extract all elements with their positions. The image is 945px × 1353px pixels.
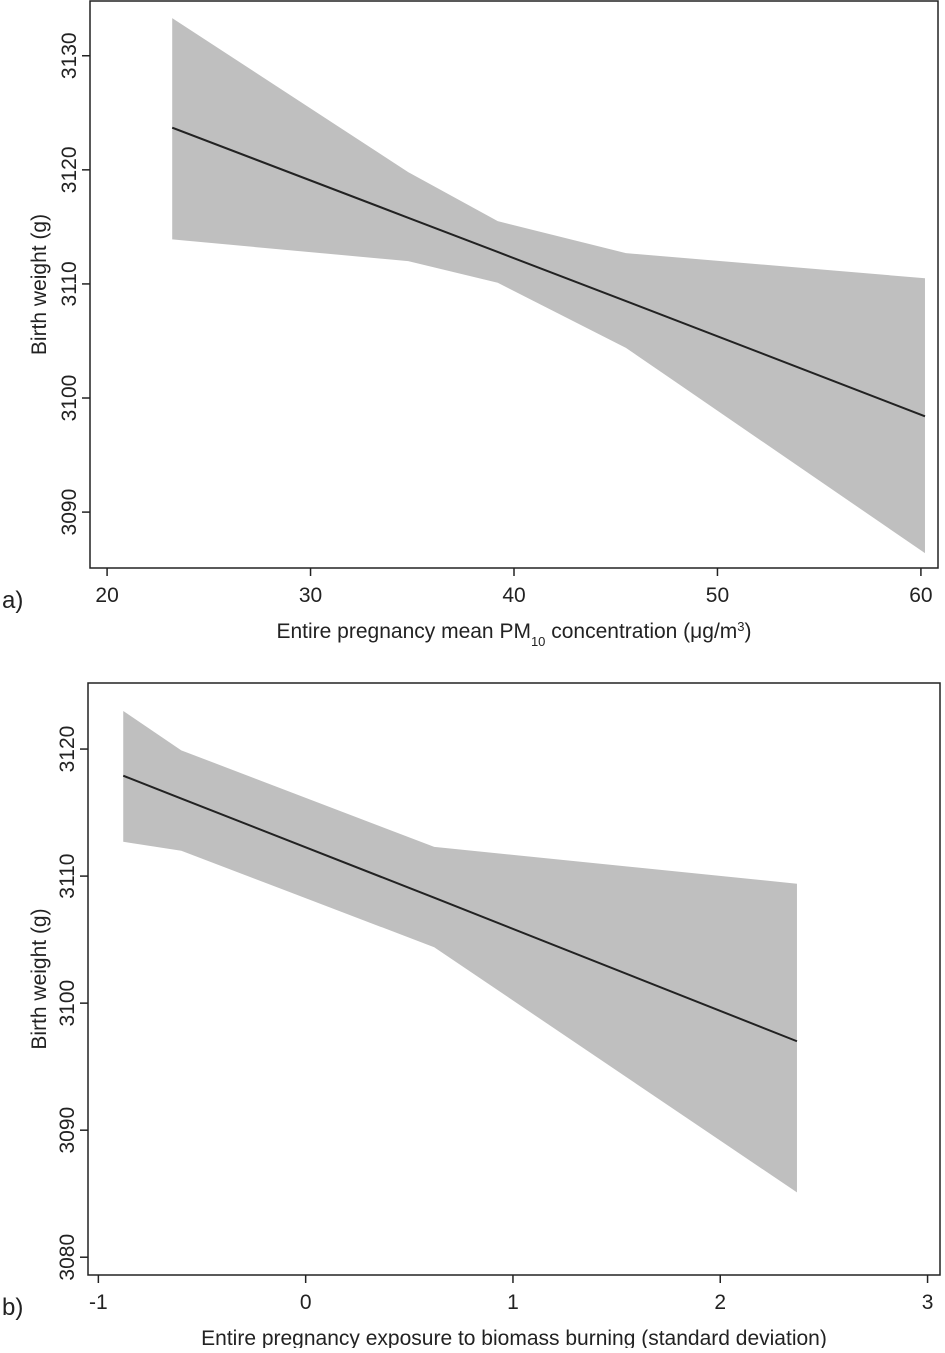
plot-frame: [87, 682, 941, 1276]
x-tick-label: 50: [706, 584, 729, 607]
y-tick-label: 3120: [58, 146, 81, 193]
x-axis-label: Entire pregnancy exposure to biomass bur…: [201, 1327, 827, 1348]
x-tick-label: 40: [502, 584, 525, 607]
x-tick-label: 1: [507, 1291, 519, 1314]
y-tick-label: 3090: [58, 489, 81, 536]
x-axis-label-part: 10: [531, 634, 545, 649]
y-tick-label: 3130: [58, 32, 81, 79]
x-tick-label: 30: [299, 584, 322, 607]
x-tick-label: 20: [95, 584, 118, 607]
y-tick-label: 3080: [56, 1234, 79, 1281]
y-axis-label: Birth weight (g): [28, 908, 51, 1049]
y-tick-label: 3090: [56, 1107, 79, 1154]
x-axis-label: Entire pregnancy mean PM10 concentration…: [276, 619, 751, 649]
x-tick-label: 0: [300, 1291, 312, 1314]
y-tick-label: 3120: [56, 726, 79, 773]
fit-line: [122, 774, 798, 1043]
x-tick-label: 2: [714, 1291, 726, 1314]
y-tick-label: 3110: [58, 261, 81, 306]
x-axis-label-part: ): [745, 620, 752, 643]
y-axis-label: Birth weight (g): [28, 214, 51, 355]
x-tick-label: -1: [89, 1291, 108, 1314]
y-tick-label: 3100: [56, 980, 79, 1027]
confidence-band: [172, 18, 925, 554]
x-axis-label-part: concentration (μg/m: [545, 620, 737, 643]
x-tick-label: 3: [922, 1291, 934, 1314]
confidence-band: [123, 710, 797, 1193]
panel-label: a): [2, 587, 23, 614]
y-tick-label: 3110: [56, 854, 79, 899]
x-axis-label-part: 3: [737, 619, 744, 634]
x-axis-label-part: Entire pregnancy mean PM: [276, 620, 530, 643]
x-axis-label-part: Entire pregnancy exposure to biomass bur…: [201, 1327, 827, 1348]
fit-line: [171, 126, 926, 418]
y-tick-label: 3100: [58, 375, 81, 422]
panel-label: b): [2, 1294, 23, 1321]
x-tick-label: 60: [909, 584, 932, 607]
